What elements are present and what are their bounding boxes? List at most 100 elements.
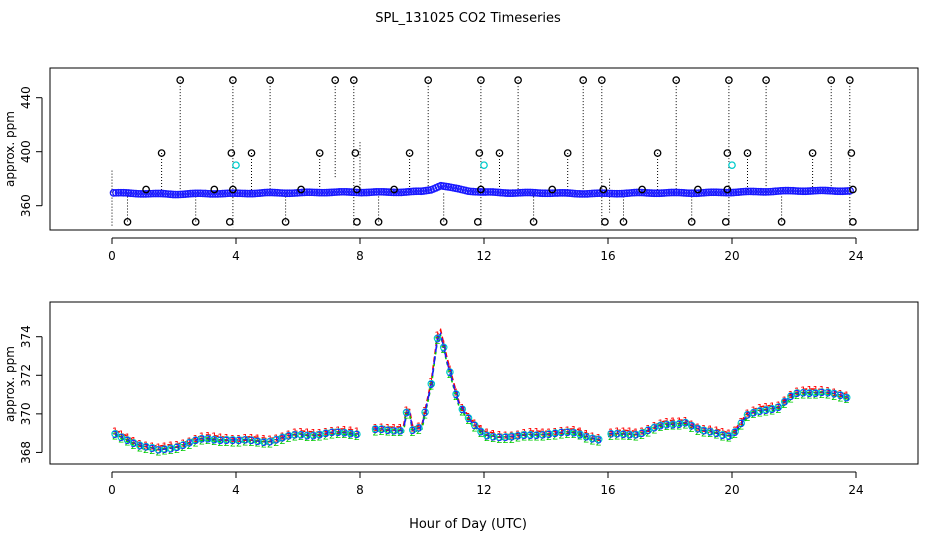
bottom-series-line-1 [607, 388, 847, 435]
bottom-point-3: 3 [242, 436, 248, 447]
bottom-point-2: 2 [825, 391, 831, 402]
top-point-spikes-mid [563, 149, 572, 157]
top-point-baseline [149, 189, 158, 198]
top-point-spikes-low [849, 218, 857, 226]
bottom-point-2: 2 [509, 435, 515, 446]
top-point-baseline [714, 188, 723, 197]
top-point-baseline [248, 189, 257, 198]
top-point-baseline [469, 187, 477, 196]
top-point-baseline [189, 189, 197, 198]
top-point-baseline [799, 187, 807, 196]
top-point-baseline [677, 188, 686, 197]
top-point-baseline [127, 189, 135, 198]
bottom-point-1: 1 [186, 436, 192, 447]
top-point-baseline [660, 189, 668, 197]
top-point-baseline [233, 189, 242, 198]
top-point-baseline [375, 187, 383, 196]
top-point-baseline [747, 187, 755, 196]
top-point-baseline [136, 190, 145, 198]
top-point-baseline [211, 190, 220, 198]
top-point-baseline [521, 188, 530, 197]
bottom-point-1: 1 [162, 441, 168, 452]
bottom-x-tick-label: 0 [108, 483, 116, 497]
top-point-baseline [275, 189, 284, 197]
top-point-baseline [156, 189, 165, 198]
chart-title: SPL_131025 CO2 Timeseries [375, 11, 561, 26]
top-point-baseline [508, 189, 517, 198]
top-point-baseline [402, 188, 411, 196]
bottom-point-1: 1 [596, 433, 602, 444]
bottom-point-1: 1 [844, 390, 850, 401]
top-point-baseline [308, 188, 316, 197]
bottom-point-1: 1 [751, 406, 757, 417]
top-point-baseline [241, 189, 249, 198]
top-point-baseline [399, 188, 408, 197]
bottom-point-ring [179, 441, 188, 449]
bottom-point-1: 1 [180, 439, 186, 450]
top-point-spikes-high [725, 76, 733, 85]
bottom-point-ring [681, 418, 690, 427]
top-point-points-372 [723, 185, 732, 194]
bottom-point-3: 3 [627, 431, 633, 442]
bottom-point-1: 1 [496, 430, 502, 441]
bottom-point-ring [644, 426, 653, 434]
bottom-point-3: 3 [782, 398, 788, 409]
bottom-point-1: 1 [224, 433, 230, 444]
bottom-point-3: 3 [298, 431, 304, 442]
bottom-point-3: 3 [744, 411, 750, 422]
bottom-point-ring [470, 421, 479, 430]
bottom-point-1: 1 [534, 427, 540, 438]
bottom-point-1: 1 [676, 416, 682, 427]
top-point-baseline [578, 190, 587, 198]
bottom-point-3: 3 [428, 380, 434, 391]
bottom-point-3: 3 [496, 433, 502, 444]
top-point-baseline [407, 187, 415, 196]
top-point-baseline [164, 190, 172, 198]
top-point-baseline [831, 187, 840, 195]
bottom-point-1: 1 [124, 433, 130, 444]
top-point-spikes-high [597, 76, 606, 85]
top-point-baseline [556, 189, 564, 197]
bottom-point-3: 3 [651, 423, 657, 434]
bottom-point-3: 3 [614, 430, 620, 441]
top-point-baseline [372, 188, 381, 196]
bottom-point-1: 1 [664, 417, 670, 428]
bottom-point-1: 1 [279, 431, 285, 442]
bottom-point-3: 3 [279, 433, 285, 444]
top-point-baseline [288, 189, 296, 198]
top-point-spikes-high [845, 76, 854, 85]
bottom-point-1: 1 [422, 406, 428, 417]
bottom-point-3: 3 [751, 408, 757, 419]
bottom-point-1: 1 [317, 428, 323, 439]
top-point-baseline [652, 189, 661, 198]
bottom-point-3: 3 [385, 426, 391, 437]
bottom-point-2: 2 [230, 438, 236, 449]
bottom-point-3: 3 [503, 433, 509, 444]
bottom-point-ring [836, 391, 845, 399]
bottom-point-1: 1 [434, 331, 440, 342]
top-point-baseline [238, 189, 247, 198]
top-point-baseline [191, 189, 200, 198]
top-point-spikes-mid [475, 149, 484, 157]
top-point-baseline [258, 189, 267, 197]
bottom-point-3: 3 [131, 439, 137, 450]
bottom-point-ring [111, 430, 119, 438]
top-point-points-372 [694, 185, 702, 194]
top-point-spikes-low [225, 218, 234, 226]
bottom-point-3: 3 [348, 430, 354, 441]
top-point-spikes-low [473, 218, 482, 226]
bottom-point-ring [774, 403, 783, 411]
top-point-spikes-low [281, 218, 290, 226]
bottom-point-3: 3 [211, 436, 217, 447]
top-point-baseline [707, 188, 716, 197]
top-point-baseline [526, 188, 535, 197]
bottom-point-1: 1 [391, 423, 397, 434]
top-point-spikes-high [827, 76, 836, 85]
top-point-baseline [779, 186, 788, 195]
top-point-points-372 [599, 185, 608, 194]
top-point-baseline [251, 189, 259, 198]
top-point-baseline [670, 188, 678, 197]
top-point-spikes-high [229, 76, 237, 85]
bottom-point-1: 1 [242, 433, 248, 444]
bottom-point-3: 3 [639, 429, 645, 440]
